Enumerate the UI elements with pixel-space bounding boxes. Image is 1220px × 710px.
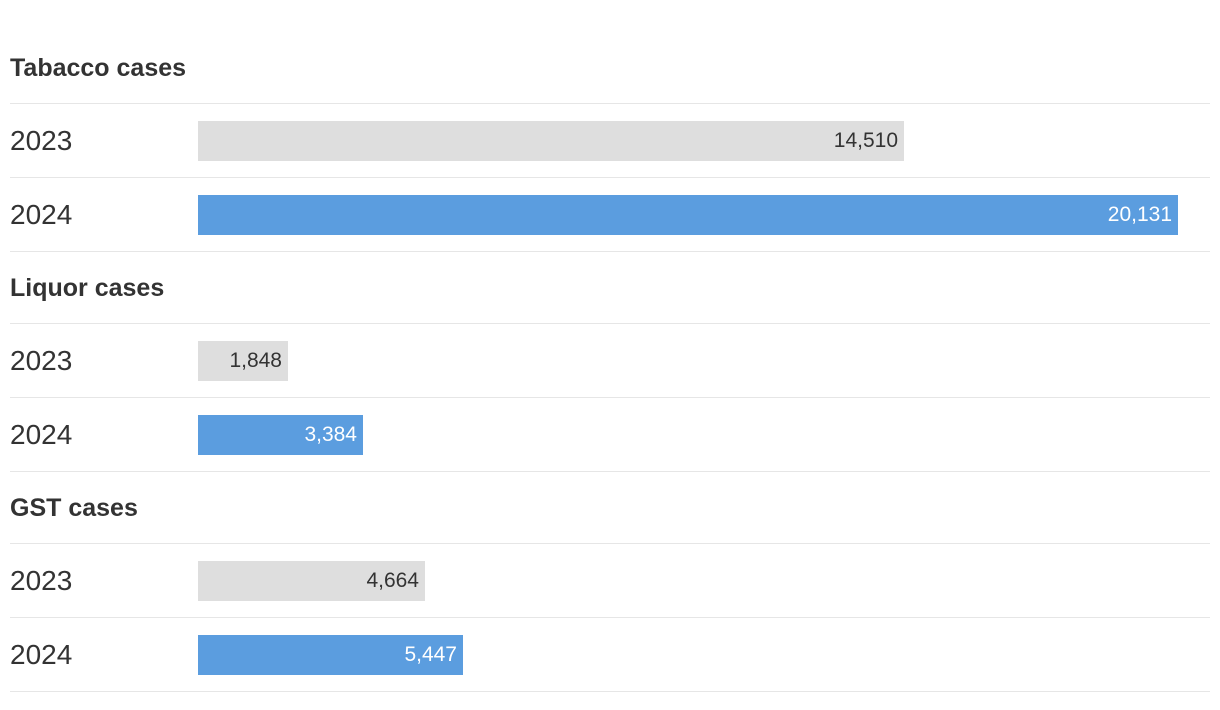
- bar-value-label: 14,510: [833, 129, 898, 152]
- bar-2023: 1,848: [198, 341, 288, 381]
- bar-row: 2023 1,848: [10, 324, 1210, 398]
- bar-2023: 14,510: [198, 121, 904, 161]
- bar-chart: Tabacco cases 2023 14,510 2024 20,131 Liquor …: [10, 32, 1210, 692]
- bar-2024: 20,131: [198, 195, 1178, 235]
- year-label: 2023: [10, 345, 73, 376]
- bar-2024: 5,447: [198, 635, 463, 675]
- year-label: 2024: [10, 419, 73, 450]
- chart-group: Tabacco cases 2023 14,510 2024 20,131: [10, 32, 1210, 252]
- bar-row: 2024 5,447: [10, 618, 1210, 692]
- bar-2023: 4,664: [198, 561, 425, 601]
- year-label: 2023: [10, 565, 73, 596]
- year-label: 2024: [10, 199, 73, 230]
- bar-row: 2024 3,384: [10, 398, 1210, 472]
- bar-value-label: 1,848: [229, 349, 282, 372]
- group-title: Tabacco cases: [10, 32, 1210, 104]
- bar-value-label: 5,447: [404, 643, 457, 666]
- chart-group: GST cases 2023 4,664 2024 5,447: [10, 472, 1210, 692]
- bar-row: 2023 4,664: [10, 544, 1210, 618]
- year-label: 2024: [10, 639, 73, 670]
- group-title: GST cases: [10, 472, 1210, 544]
- group-title: Liquor cases: [10, 252, 1210, 324]
- bar-row: 2023 14,510: [10, 104, 1210, 178]
- bar-row: 2024 20,131: [10, 178, 1210, 252]
- bar-value-label: 3,384: [304, 423, 357, 446]
- bar-value-label: 4,664: [366, 569, 419, 592]
- chart-group: Liquor cases 2023 1,848 2024 3,384: [10, 252, 1210, 472]
- bar-value-label: 20,131: [1107, 203, 1172, 226]
- bar-2024: 3,384: [198, 415, 363, 455]
- year-label: 2023: [10, 125, 73, 156]
